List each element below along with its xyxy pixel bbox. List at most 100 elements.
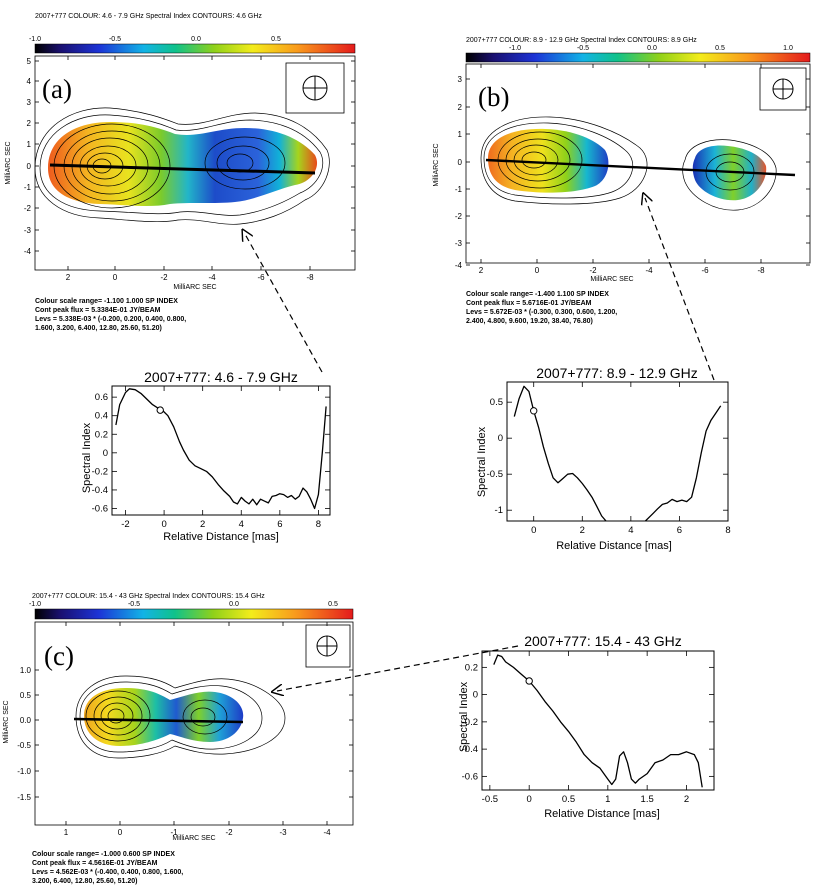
map-a-y-tick-label: -3 [24, 226, 32, 235]
plot-c-frame [481, 650, 715, 791]
plot-a-x-tick-label: -2 [121, 519, 129, 530]
plot-c-y-tick-label: 0 [473, 690, 478, 701]
map-b: 2007+777 COLOUR: 8.9 - 12.9 GHz Spectral… [433, 37, 811, 325]
profile-plot-a: 2007+777: 4.6 - 7.9 GHz Relative Distanc… [81, 369, 331, 543]
plot-a-y-tick-label: 0.6 [95, 392, 108, 403]
map-b-x-tick-label: -4 [645, 266, 653, 275]
map-c-x-tick-label: 1 [64, 828, 69, 837]
map-b-colorbar-tick: 1.0 [783, 45, 793, 52]
plot-b-y-tick-label: -1 [495, 505, 503, 516]
map-b-jet [480, 116, 796, 211]
map-a-x-axis: 2 0 -2 -4 -6 -8 [66, 56, 314, 282]
map-c-panel-label: (c) [44, 641, 74, 671]
map-a-y-tick-label: -4 [24, 247, 32, 256]
map-b-y-tick-label: 1 [458, 130, 463, 139]
map-c-y-tick-label: -1.0 [17, 767, 31, 776]
plot-c-y-tick-label: -0.2 [462, 717, 478, 728]
map-a-note: 1.600, 3.200, 6.400, 12.80, 25.60, 51.20… [35, 325, 162, 332]
map-b-colorbar-tick: 0.0 [647, 45, 657, 52]
map-b-y-tick-label: -4 [455, 261, 463, 270]
plot-c-y-tick-label: 0.2 [465, 662, 478, 673]
plot-b-frame [506, 381, 729, 522]
plot-c-core-marker [525, 677, 533, 685]
map-a-colorbar [34, 43, 356, 54]
map-a-note: Cont peak flux = 5.3384E-01 JY/BEAM [35, 307, 161, 314]
plot-b-y-tick-label: 0.5 [490, 397, 503, 408]
connector-arrows [245, 198, 715, 691]
plot-c-title: 2007+777: 15.4 - 43 GHz [524, 633, 682, 649]
map-b-y-tick-label: -2 [455, 212, 463, 221]
map-b-colorbar-tick: -0.5 [577, 45, 589, 52]
map-c-colorbar [34, 608, 354, 620]
plot-b-x-tick-label: 6 [677, 525, 682, 536]
plot-c-x-tick-label: 2 [684, 794, 689, 805]
map-a-x-tick-label: -2 [160, 273, 168, 282]
map-b-ylabel: MilliARC SEC [433, 143, 440, 186]
plot-a-y-tick-label: -0.4 [92, 485, 108, 496]
plot-a-x-tick-label: 6 [277, 519, 282, 530]
plot-c-y-tick-label: -0.4 [462, 744, 478, 755]
map-a-ylabel: MilliARC SEC [5, 141, 12, 184]
connector-arrow-b [645, 198, 715, 381]
map-a-y-tick-label: -2 [24, 204, 32, 213]
map-a-panel-label: (a) [42, 74, 72, 104]
plot-a-frame [111, 385, 331, 516]
plot-b-ylabel: Spectral Index [476, 426, 488, 497]
map-a-y-tick-label: -1 [24, 183, 32, 192]
plot-c-x-tick-label: 1.5 [641, 794, 654, 805]
map-a-note: Levs = 5.338E-03 * (-0.200, 0.200, 0.400… [35, 316, 186, 323]
map-b-x-axis: 2 0 -2 -4 -6 -8 [479, 64, 765, 275]
map-a-x-tick-label: -8 [306, 273, 314, 282]
plot-c-ylabel: Spectral Index [458, 681, 470, 752]
plot-a-x-tick-label: 0 [161, 519, 166, 530]
map-b-x-tick-label: 0 [535, 266, 540, 275]
map-b-x-tick-label: 2 [479, 266, 484, 275]
map-b-beam [759, 67, 807, 111]
map-c-colorbar-tick: 0.0 [229, 601, 239, 608]
map-b-panel-label: (b) [478, 82, 509, 112]
map-a-y-tick-label: 1 [27, 140, 32, 149]
map-b-colorbar [465, 52, 811, 63]
map-a-xlabel: MilliARC SEC [173, 284, 216, 291]
plot-a-y-tick-label: -0.6 [92, 504, 108, 515]
plot-b-x-tick-label: 0 [531, 525, 536, 536]
map-c-x-tick-label: -1 [170, 828, 178, 837]
plot-c-xlabel: Relative Distance [mas] [544, 808, 660, 820]
map-a-header: 2007+777 COLOUR: 4.6 - 7.9 GHz Spectral … [35, 13, 262, 20]
plot-c-x-tick-label: 1 [605, 794, 610, 805]
map-c-y-axis: 1.0 0.5 0.0 -0.5 -1.0 -1.5 [17, 666, 353, 802]
map-b-header: 2007+777 COLOUR: 8.9 - 12.9 GHz Spectral… [466, 37, 697, 44]
map-b-y-tick-label: 0 [458, 158, 463, 167]
plot-a-y-tick-label: 0 [103, 448, 108, 459]
map-c-beam [305, 624, 351, 668]
plot-b-core-marker [530, 407, 538, 415]
map-b-y-tick-label: -3 [455, 239, 463, 248]
map-a-note: Colour scale range= -1.100 1.000 SP INDE… [35, 298, 178, 305]
map-c-note: Levs = 4.562E-03 * (-0.400, 0.400, 0.800… [32, 869, 183, 876]
map-b-x-tick-label: -2 [589, 266, 597, 275]
map-b-note: 2.400, 4.800, 9.600, 19.20, 38.40, 76.80… [466, 318, 593, 325]
map-c-ylabel: MilliARC SEC [3, 700, 10, 743]
map-c-colorbar-tick: 0.5 [328, 601, 338, 608]
map-c-x-tick-label: -4 [323, 828, 331, 837]
map-b-colorbar-tick: -1.0 [509, 45, 521, 52]
map-c-x-tick-label: 0 [118, 828, 123, 837]
map-a-y-tick-label: 2 [27, 119, 32, 128]
profile-plot-b: 2007+777: 8.9 - 12.9 GHz Relative Distan… [476, 365, 731, 552]
plot-c-series-line [493, 654, 703, 788]
map-a-y-tick-label: 3 [27, 98, 32, 107]
map-c-x-axis: 1 0 -1 -2 -3 -4 [64, 622, 331, 837]
map-b-xlabel: MilliARC SEC [590, 276, 633, 283]
plot-b-x-tick-label: 8 [725, 525, 730, 536]
map-b-note: Colour scale range= -1.400 1.100 SP INDE… [466, 291, 609, 298]
map-c-colorbar-tick: -1.0 [29, 601, 41, 608]
plot-a-x-tick-label: 8 [316, 519, 321, 530]
map-b-note: Cont peak flux = 5.6716E-01 JY/BEAM [466, 300, 592, 307]
map-b-x-tick-label: -8 [757, 266, 765, 275]
plot-a-x-tick-label: 2 [200, 519, 205, 530]
plot-b-x-tick-label: 4 [628, 525, 633, 536]
map-c: 2007+777 COLOUR: 15.4 - 43 GHz Spectral … [3, 593, 354, 885]
map-c-note: Cont peak flux = 4.5616E-01 JY/BEAM [32, 860, 158, 867]
map-a-x-tick-label: -4 [208, 273, 216, 282]
